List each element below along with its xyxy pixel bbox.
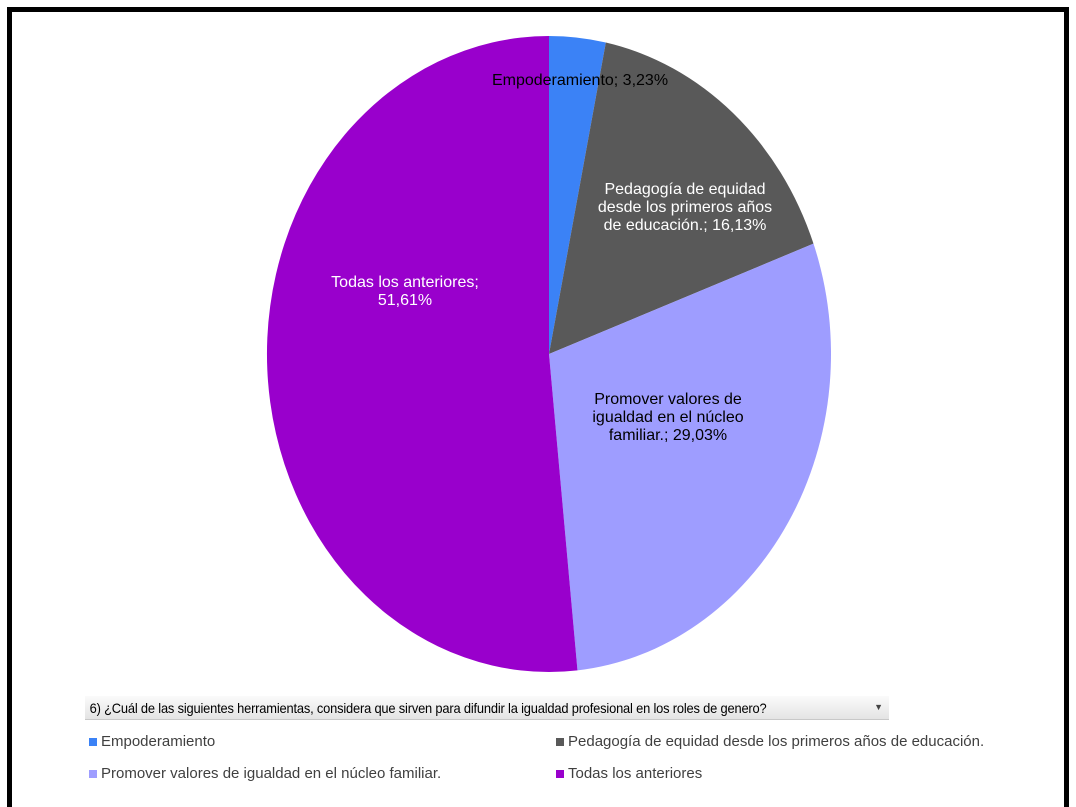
pie-slice-empoderamiento	[549, 36, 606, 354]
legend-item-promover: Promover valores de igualdad en el núcle…	[89, 765, 441, 782]
legend-item-empoderamiento: Empoderamiento	[89, 733, 215, 750]
legend-label: Pedagogía de equidad desde los primeros …	[568, 733, 985, 750]
legend-label: Todas los anteriores	[568, 765, 703, 782]
legend-swatch	[556, 737, 564, 746]
legend-swatch	[556, 769, 564, 778]
slice-label-pedagogia: Pedagogía de equidad desde los primeros …	[597, 181, 773, 234]
slice-label-promover: Promover valores de igualdad en el núcle…	[592, 391, 744, 444]
legend-swatch	[89, 769, 97, 778]
legend-label: Promover valores de igualdad en el núcle…	[101, 765, 442, 782]
pie-slice-promover	[549, 243, 832, 671]
dropdown-arrow-icon[interactable]: ▼	[874, 702, 883, 712]
legend-item-pedagogia: Pedagogía de equidad desde los primeros …	[556, 733, 984, 750]
legend-item-todas: Todas los anteriores	[556, 765, 702, 782]
pie-slice-todas	[266, 35, 578, 673]
legend-swatch	[89, 737, 97, 746]
legend-label: Empoderamiento	[101, 733, 216, 750]
slice-label-empoderamiento: Empoderamiento; 3,23%	[491, 72, 669, 89]
pie-slice-pedagogia	[549, 42, 814, 354]
question-filter-label: 6) ¿Cuál de las siguientes herramientas,…	[89, 699, 767, 716]
slice-label-todas: Todas los anteriores; 51,61%	[331, 274, 479, 309]
question-filter-dropdown[interactable]: 6) ¿Cuál de las siguientes herramientas,…	[85, 696, 889, 720]
